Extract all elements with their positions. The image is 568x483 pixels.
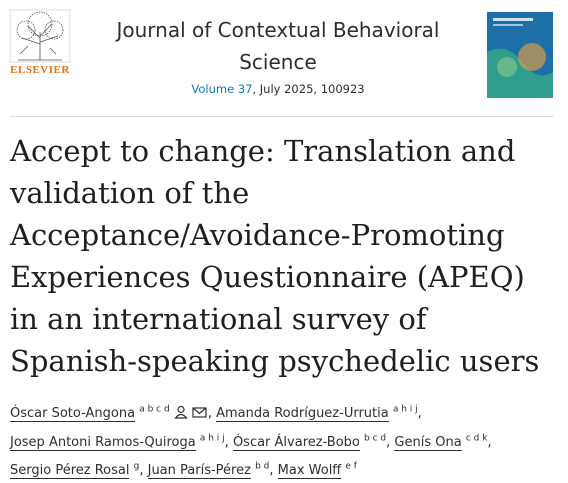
journal-name[interactable]: Journal of Contextual Behavioral Science: [116, 18, 440, 74]
author-name[interactable]: Josep Antoni Ramos-Quiroga: [10, 434, 196, 451]
author-icons[interactable]: [174, 405, 208, 419]
affiliations[interactable]: a h i j: [392, 405, 418, 415]
article-title: Accept to change: Translation and valida…: [10, 134, 540, 378]
separator: ,: [207, 406, 212, 422]
issue: , July 2025, 100923: [252, 82, 365, 96]
separator: ,: [386, 434, 391, 450]
affiliations[interactable]: g: [133, 461, 140, 472]
separator: ,: [224, 434, 229, 450]
separator: ,: [417, 406, 422, 422]
author: Óscar Soto-Angona a b c d ,: [10, 405, 212, 423]
author-name[interactable]: Genís Ona: [394, 434, 462, 451]
author-name[interactable]: Óscar Álvarez-Bobo: [232, 434, 360, 451]
author: Sergio Pérez Rosal g,: [10, 461, 144, 479]
affiliations[interactable]: a b c d: [139, 405, 170, 415]
author: Genís Ona c d k,: [394, 433, 492, 451]
volume-link[interactable]: Volume 37: [191, 82, 253, 96]
separator: ,: [487, 434, 492, 450]
citation: Volume 37, July 2025, 100923: [100, 82, 456, 96]
publisher-name: ELSEVIER: [10, 64, 70, 76]
author-list: Óscar Soto-Angona a b c d , Amanda Rodrí…: [10, 398, 558, 483]
author: Max Wolff e f: [277, 461, 357, 479]
affiliations[interactable]: a h i j: [199, 433, 225, 444]
author-name[interactable]: Sergio Pérez Rosal: [10, 462, 130, 479]
affiliations[interactable]: b d: [255, 461, 270, 472]
author: Josep Antoni Ramos-Quiroga a h i j,: [10, 433, 229, 451]
author: Óscar Álvarez-Bobo b c d,: [232, 433, 391, 451]
affiliations[interactable]: b c d: [364, 433, 387, 444]
author-name[interactable]: Amanda Rodríguez-Urrutia: [216, 406, 389, 423]
author-name[interactable]: Juan París-Pérez: [147, 462, 251, 479]
affiliations[interactable]: c d k: [465, 433, 488, 444]
author-name[interactable]: Max Wolff: [277, 462, 342, 479]
author: Amanda Rodríguez-Urrutia a h i j,: [216, 405, 422, 423]
affiliations[interactable]: e f: [345, 461, 357, 472]
separator: ,: [139, 462, 144, 478]
author: Juan París-Pérez b d,: [147, 461, 274, 479]
separator: ,: [269, 462, 274, 478]
journal-cover[interactable]: [487, 12, 553, 98]
divider: [10, 116, 554, 117]
author-name[interactable]: Óscar Soto-Angona: [10, 406, 136, 423]
publisher-logo[interactable]: [8, 8, 72, 80]
